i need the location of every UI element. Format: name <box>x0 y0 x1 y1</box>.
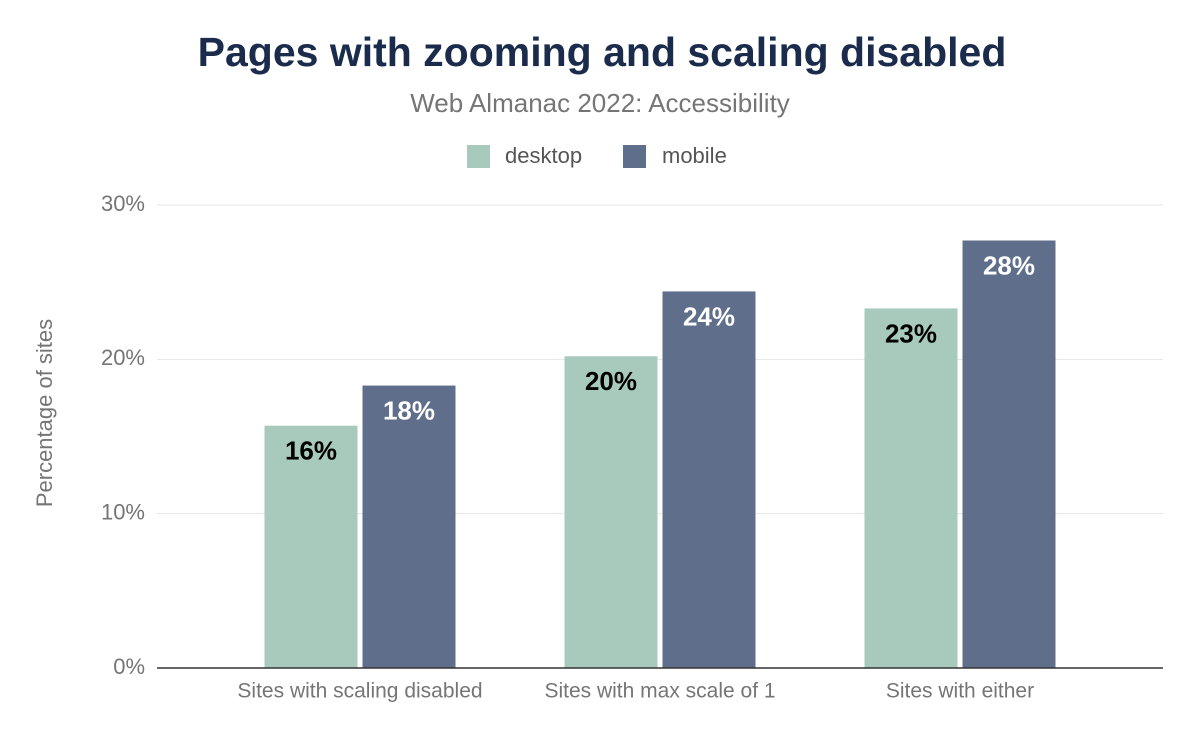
data-label: 16% <box>285 436 337 466</box>
bar <box>564 356 658 668</box>
y-tick-label: 30% <box>101 191 145 216</box>
y-tick-label: 20% <box>101 345 145 370</box>
data-label: 28% <box>983 250 1035 280</box>
x-tick-label: Sites with max scale of 1 <box>544 680 775 703</box>
y-tick-label: 0% <box>113 654 145 679</box>
data-label: 18% <box>383 395 435 425</box>
bar <box>864 308 958 668</box>
y-axis-label: Percentage of sites <box>32 319 57 507</box>
y-tick-label: 10% <box>101 499 145 524</box>
legend-label: desktop <box>505 143 582 168</box>
bar <box>264 425 358 668</box>
legend-label: mobile <box>662 143 727 168</box>
bar <box>662 291 756 668</box>
data-label: 20% <box>585 366 637 396</box>
legend-swatch <box>467 145 490 168</box>
legend-swatch <box>623 145 646 168</box>
x-tick-label: Sites with either <box>886 680 1034 703</box>
chart-title: Pages with zooming and scaling disabled <box>198 29 1007 75</box>
x-tick-label: Sites with scaling disabled <box>237 680 482 703</box>
data-label: 23% <box>885 318 937 348</box>
bar <box>962 240 1056 668</box>
data-label: 24% <box>683 301 735 331</box>
chart-subtitle: Web Almanac 2022: Accessibility <box>410 88 790 118</box>
bar <box>362 385 456 668</box>
